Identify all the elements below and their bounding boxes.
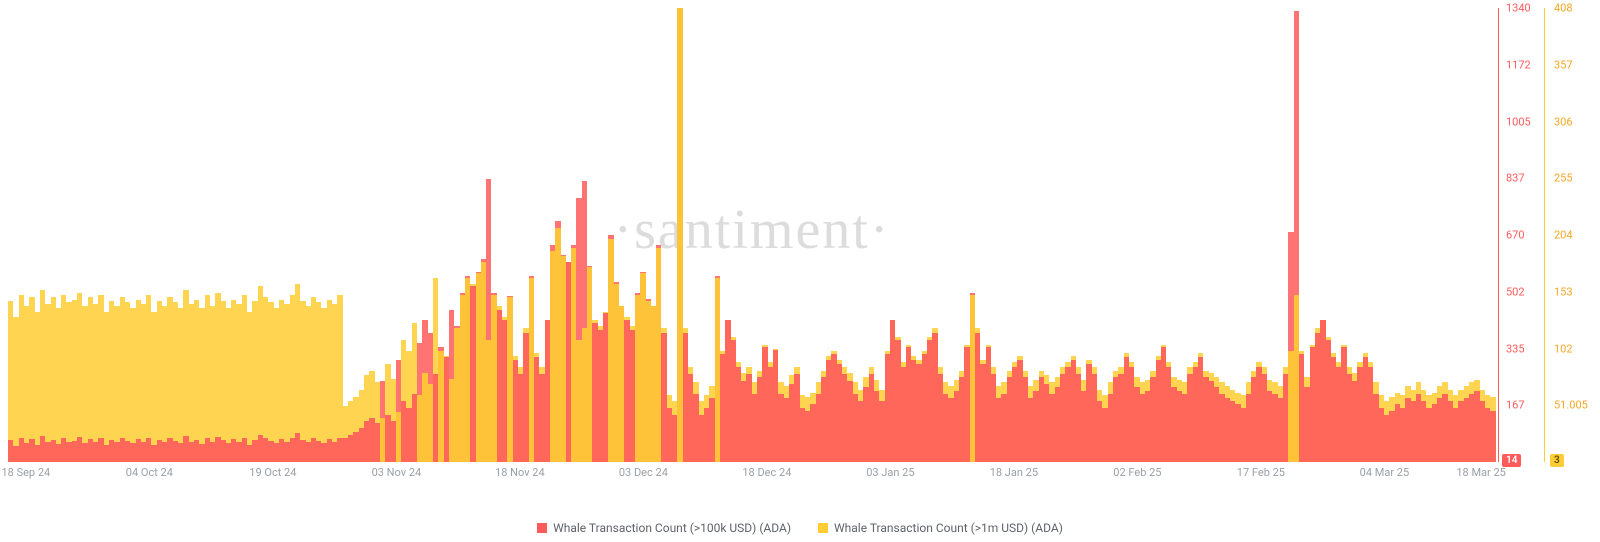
y-tick-b: 51.005 [1554,399,1588,412]
y-tick-a: 837 [1506,172,1525,185]
x-tick: 18 Dec 24 [742,466,791,479]
y-tick-a: 1005 [1506,115,1531,128]
x-tick: 02 Feb 25 [1113,466,1161,479]
legend-swatch-a [537,523,547,533]
y-axis-a: 134011721005837670502335167 [1500,8,1540,462]
chart-plot-area: ·santiment· [8,8,1496,462]
plot-area [8,8,1496,462]
legend-label-b: Whale Transaction Count (>1m USD) (ADA) [834,521,1063,535]
bar-slot [1490,8,1495,462]
bar-container [8,8,1496,462]
y-tick-b: 204 [1554,229,1573,242]
y-tick-b: 357 [1554,58,1573,71]
y-tick-b: 255 [1554,172,1573,185]
x-tick: 03 Dec 24 [619,466,668,479]
y-tick-b: 153 [1554,285,1573,298]
x-tick: 04 Mar 25 [1360,466,1410,479]
bar-front[interactable] [1490,411,1495,462]
y-tick-b: 408 [1554,2,1573,15]
y-axis-b: 40835730625520415310251.005 [1548,8,1592,462]
x-tick: 18 Sep 24 [1,466,50,479]
legend-swatch-b [818,523,828,533]
y-tick-a: 167 [1506,399,1525,412]
y-tick-a: 1340 [1506,2,1531,15]
x-axis: 18 Sep 2404 Oct 2419 Oct 2403 Nov 2418 N… [8,466,1496,486]
x-tick: 18 Mar 25 [1456,466,1506,479]
y-tick-b: 102 [1554,342,1573,355]
x-tick: 03 Nov 24 [372,466,422,479]
legend-label-a: Whale Transaction Count (>100k USD) (ADA… [553,521,791,535]
y-tick-a: 335 [1506,342,1525,355]
y-axis-line-b [1544,8,1545,462]
legend: Whale Transaction Count (>100k USD) (ADA… [0,521,1600,536]
y-tick-b: 306 [1554,115,1573,128]
y-tick-a: 670 [1506,229,1525,242]
y-axis-a-badge: 14 [1502,454,1521,467]
y-axis-b-badge: 3 [1550,454,1564,467]
legend-item-b[interactable]: Whale Transaction Count (>1m USD) (ADA) [818,521,1063,535]
x-tick: 18 Nov 24 [495,466,545,479]
x-tick: 03 Jan 25 [866,466,914,479]
x-tick: 04 Oct 24 [126,466,173,479]
x-tick: 18 Jan 25 [990,466,1038,479]
y-axis-line-a [1498,8,1499,462]
x-tick: 19 Oct 24 [249,466,296,479]
y-tick-a: 502 [1506,285,1525,298]
legend-item-a[interactable]: Whale Transaction Count (>100k USD) (ADA… [537,521,791,535]
y-tick-a: 1172 [1506,58,1531,71]
x-tick: 17 Feb 25 [1237,466,1285,479]
